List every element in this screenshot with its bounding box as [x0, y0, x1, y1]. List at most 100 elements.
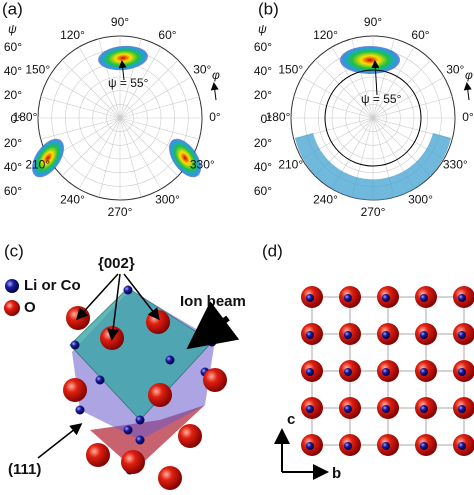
grid-line: [98, 117, 121, 198]
atom-li-co: [95, 375, 105, 385]
psi-tick: 60°: [4, 40, 22, 54]
angle-label: 210°: [25, 158, 50, 172]
grid-line: [119, 117, 142, 198]
psi-tick: 0°: [11, 112, 23, 126]
axis-label: c: [287, 411, 295, 428]
intensity-blob: [340, 46, 400, 74]
grid-line: [40, 117, 121, 140]
atom-li-co: [165, 355, 175, 365]
atom-li-co: [420, 442, 428, 450]
grid-line: [293, 96, 374, 119]
angle-label: 210°: [278, 158, 303, 172]
atom-li-co: [382, 294, 390, 302]
angle-label: 330°: [190, 158, 215, 172]
atom-li-co: [420, 405, 428, 413]
grid-line: [314, 59, 374, 119]
panel-label: (c): [4, 241, 24, 260]
psi-tick: 60°: [254, 184, 272, 198]
atom-li-co: [123, 425, 133, 435]
arrow: [75, 273, 119, 321]
atom-o: [178, 424, 202, 448]
grid-line: [119, 117, 200, 140]
atom-li-co: [382, 368, 390, 376]
legend-text: Li or Co: [24, 277, 81, 294]
atom-li-co: [306, 331, 314, 339]
atom-o: [121, 450, 145, 474]
angle-label: 180°: [13, 110, 38, 124]
atom-li-co: [207, 337, 217, 347]
marker-circle: [324, 69, 422, 167]
atom-li-co: [458, 368, 466, 376]
atom-li-co: [458, 405, 466, 413]
grid-line: [119, 117, 162, 190]
grid-line: [48, 76, 121, 119]
angle-label: 300°: [408, 192, 433, 206]
grid-line: [61, 117, 121, 177]
angle-label: 90°: [111, 15, 129, 29]
grid-line: [331, 46, 374, 119]
atom-li-co: [458, 442, 466, 450]
angle-label: 30°: [193, 63, 211, 77]
intensity-ring: [295, 133, 451, 201]
pole-figure: (a) ψ 60° 40° 20° 0° 20° 40° 60° 0° 30° 60° 90° 120° 1…: [2, 0, 221, 219]
arrow: [118, 60, 127, 81]
angle-label: 30°: [446, 63, 464, 77]
pole-figures: (a) ψ 60° 40° 20° 0° 20° 40° 60° 0° 30° 60° 90° 120° 1…: [2, 0, 474, 219]
intensity-blob: [98, 45, 148, 71]
axis-label: ψ: [258, 22, 267, 36]
arrow: [463, 82, 472, 101]
psi-tick: 60°: [4, 184, 22, 198]
atom-li-co: [70, 340, 80, 350]
psi-tick: 60°: [254, 40, 272, 54]
intensity-blob: [169, 138, 201, 178]
atom-li-co: [382, 442, 390, 450]
arrow: [371, 60, 380, 96]
atom-li-co: [420, 368, 428, 376]
arrow: [186, 301, 240, 350]
atom-o: [86, 443, 110, 467]
panel-label: (a): [2, 0, 23, 18]
panel-label: (b): [258, 0, 279, 18]
panel-c: (c) Li or Co O {002} Ion beam (111): [4, 241, 246, 490]
atom-li-co: [75, 405, 85, 415]
pole-figure: (b) ψ 60° 40° 20° 0° 20° 40° 60° 0° 30° 60° 90° 120° 1…: [254, 0, 474, 219]
atom-li-co: [344, 331, 352, 339]
angle-label: 90°: [364, 15, 382, 29]
axis-label: ψ: [8, 22, 17, 36]
atom-li-co: [458, 294, 466, 302]
atom-li-co: [344, 405, 352, 413]
psi-tick: 0°: [261, 112, 273, 126]
atom-li-co: [123, 285, 133, 295]
grid-line: [98, 38, 121, 119]
atom-li-co: [344, 368, 352, 376]
atom-li-co: [306, 405, 314, 413]
axis-label: φ: [212, 68, 220, 82]
angle-label: 180°: [266, 110, 291, 124]
panel-label: (d): [262, 241, 283, 260]
arrow: [107, 273, 121, 341]
grid-line: [119, 46, 162, 119]
angle-label: 0°: [462, 110, 474, 124]
psi-tick: 40°: [254, 64, 272, 78]
grid-line: [372, 59, 432, 119]
grid-line: [119, 59, 179, 119]
psi-tick: 40°: [4, 64, 22, 78]
angle-label: 270°: [108, 205, 133, 219]
annotation: Ion beam: [180, 293, 246, 310]
atom-li-co: [306, 368, 314, 376]
angle-label: 120°: [60, 28, 85, 42]
angle-label: 60°: [158, 28, 176, 42]
grid-line: [301, 76, 374, 119]
psi-tick: 20°: [254, 88, 272, 102]
atom-li-co: [344, 442, 352, 450]
angle-label: 120°: [313, 28, 338, 42]
atom-o: [203, 368, 227, 392]
atom-o: [148, 383, 172, 407]
atom-li-co: [382, 331, 390, 339]
grid-line: [61, 59, 121, 119]
axis-label: b: [332, 465, 341, 482]
grid-line: [119, 76, 192, 119]
intensity-blob: [32, 138, 64, 178]
atom-o: [158, 466, 182, 490]
atom-li-co: [420, 331, 428, 339]
